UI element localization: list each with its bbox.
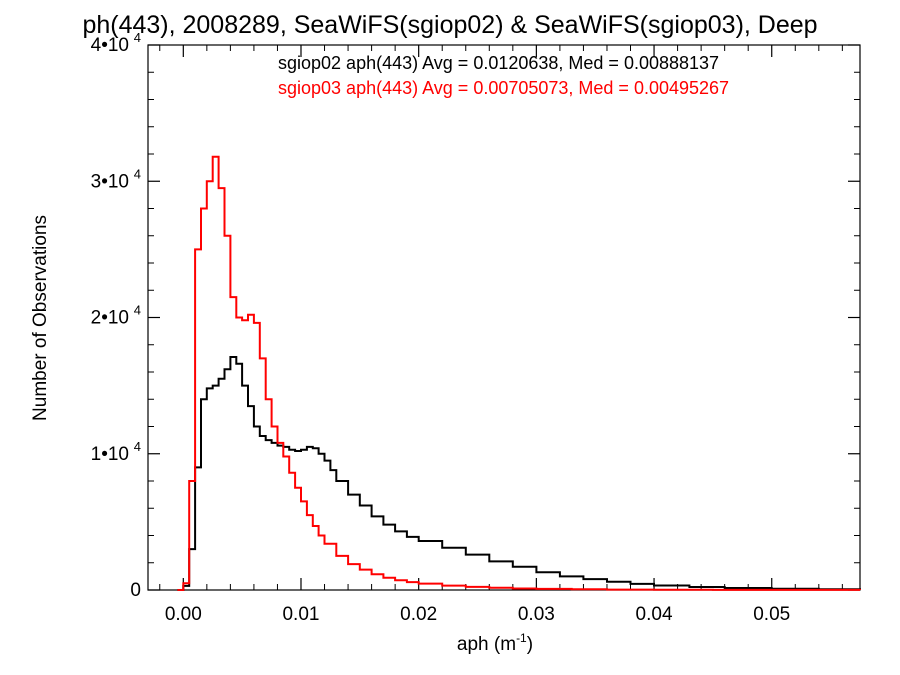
series-line-sgiop03	[177, 155, 861, 591]
x-axis-label: aph (m-1)	[457, 631, 533, 655]
y-tick-exponent: 4	[134, 303, 141, 318]
chart-title: ph(443), 2008289, SeaWiFS(sgiop02) & Sea…	[82, 11, 817, 39]
y-tick-label: 1•10	[91, 444, 129, 465]
series-line-sgiop02	[177, 356, 861, 591]
x-axis-ticks: 0.00 0.01 0.02 0.03 0.04 0.05	[159, 45, 843, 625]
y-tick-label: 0	[130, 580, 141, 601]
y-axis-ticks: 0 1•10 4 2•10 4 3•10 4 4•10 4	[91, 30, 860, 601]
y-tick-label: 3•10	[91, 171, 129, 192]
x-tick-label: 0.03	[518, 604, 555, 625]
legend-entry-sgiop03: sgiop03 aph(443) Avg = 0.00705073, Med =…	[278, 78, 729, 98]
y-tick-exponent: 4	[134, 166, 141, 181]
legend-entry-sgiop02: sgiop02 aph(443) Avg = 0.0120638, Med = …	[278, 53, 719, 73]
y-tick-label: 2•10	[91, 308, 129, 329]
x-tick-label: 0.05	[753, 604, 790, 625]
y-tick-exponent: 4	[134, 439, 141, 454]
x-tick-label: 0.01	[282, 604, 319, 625]
y-tick-exponent: 4	[134, 30, 141, 45]
series-lines	[177, 155, 861, 591]
x-tick-label: 0.02	[400, 604, 437, 625]
x-tick-label: 0.00	[165, 604, 202, 625]
y-axis-label: Number of Observations	[30, 215, 51, 421]
x-tick-label: 0.04	[636, 604, 673, 625]
y-tick-label: 4•10	[91, 35, 129, 56]
